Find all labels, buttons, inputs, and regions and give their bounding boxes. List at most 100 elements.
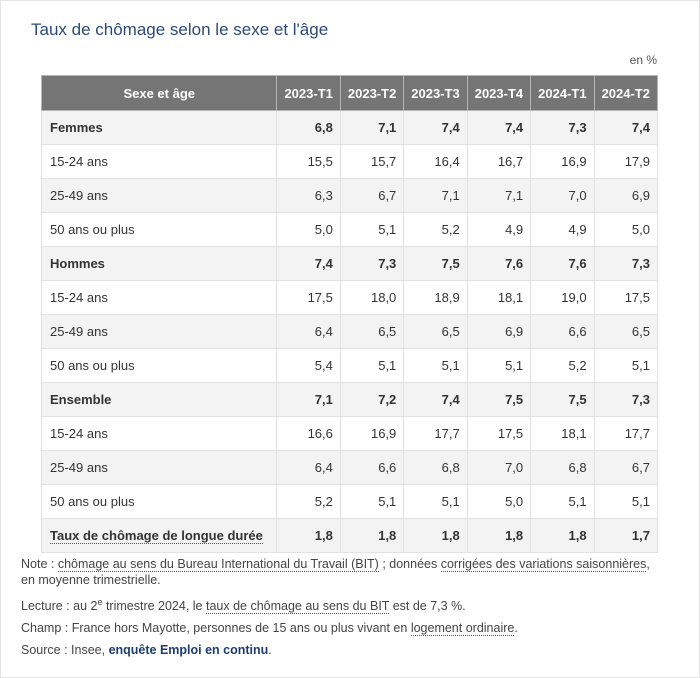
table-cell: 5,0 bbox=[466, 484, 532, 519]
table-cell: 5,2 bbox=[530, 348, 595, 383]
table-cell: 5,1 bbox=[593, 348, 659, 383]
table-row: 25-49 ans 6,4 6,5 6,5 6,9 6,6 6,5 bbox=[40, 314, 659, 349]
header-period: 2024-T1 bbox=[530, 75, 595, 111]
note-mid: ; données bbox=[378, 557, 441, 571]
data-table: Sexe et âge 2023-T1 2023-T2 2023-T3 2023-T4 2… bbox=[40, 75, 659, 553]
table-cell: 5,1 bbox=[403, 348, 468, 383]
table-cell: 16,9 bbox=[339, 416, 405, 451]
table-cell: 1,8 bbox=[466, 518, 532, 553]
note-suffix: , en moyenne trimestrielle. bbox=[21, 557, 650, 587]
table-row: Taux de chômage de longue durée 1,8 1,8 1,8… bbox=[40, 518, 659, 553]
table-cell: 17,5 bbox=[466, 416, 532, 451]
table-cell: 7,4 bbox=[276, 246, 341, 281]
table-cell: 1,8 bbox=[530, 518, 595, 553]
row-label-text: Ensemble bbox=[50, 392, 112, 407]
table-cell: 17,5 bbox=[276, 280, 341, 315]
note-line: Note : chômage au sens du Bureau Interna… bbox=[21, 556, 661, 588]
table-cell: 6,4 bbox=[276, 314, 341, 349]
notes: Note : chômage au sens du Bureau Interna… bbox=[21, 556, 661, 664]
row-label: 50 ans ou plus bbox=[40, 348, 278, 383]
table-cell: 6,8 bbox=[403, 450, 468, 485]
champ-suffix: . bbox=[514, 621, 518, 636]
table-cell: 6,6 bbox=[339, 450, 405, 485]
long-term-unemployment-link[interactable]: Taux de chômage de longue durée bbox=[50, 528, 263, 544]
header-period: 2024-T2 bbox=[593, 75, 659, 111]
table-cell: 4,9 bbox=[530, 212, 595, 247]
table-header-row: Sexe et âge 2023-T1 2023-T2 2023-T3 2023-T4 2… bbox=[40, 75, 659, 111]
row-label-text: 15-24 ans bbox=[50, 154, 108, 169]
table-cell: 6,5 bbox=[593, 314, 659, 349]
row-label: Ensemble bbox=[40, 382, 278, 417]
note-prefix: Note : bbox=[21, 557, 58, 571]
table-cell: 17,7 bbox=[593, 416, 659, 451]
table-row: 15-24 ans 16,6 16,9 17,7 17,5 18,1 17,7 bbox=[40, 416, 659, 451]
table-cell: 1,7 bbox=[593, 518, 659, 553]
table-cell: 7,1 bbox=[276, 382, 341, 417]
table-cell: 6,5 bbox=[339, 314, 405, 349]
table-cell: 7,3 bbox=[593, 382, 659, 417]
table-cell: 7,1 bbox=[403, 178, 468, 213]
table-row: 50 ans ou plus 5,2 5,1 5,1 5,0 5,1 5,1 bbox=[40, 484, 659, 519]
table-row: 15-24 ans 17,5 18,0 18,9 18,1 19,0 17,5 bbox=[40, 280, 659, 315]
table-cell: 18,0 bbox=[339, 280, 405, 315]
lecture-sup: e bbox=[97, 597, 103, 607]
table-cell: 7,1 bbox=[466, 178, 532, 213]
table-row: 15-24 ans 15,5 15,7 16,4 16,7 16,9 17,9 bbox=[40, 144, 659, 179]
table-cell: 7,0 bbox=[466, 450, 532, 485]
cvs-definition-link[interactable]: corrigées des variations saisonnières bbox=[440, 557, 647, 572]
row-label: 15-24 ans bbox=[40, 144, 278, 179]
row-label-text: Hommes bbox=[50, 256, 105, 271]
source-suffix: . bbox=[268, 643, 272, 658]
row-label: 25-49 ans bbox=[40, 178, 278, 213]
lecture-line: Lecture : au 2e trimestre 2024, le taux … bbox=[21, 594, 661, 615]
row-label-text: 50 ans ou plus bbox=[50, 494, 135, 509]
row-label: Hommes bbox=[40, 246, 278, 281]
row-label-text: 25-49 ans bbox=[50, 188, 108, 203]
table-cell: 17,5 bbox=[593, 280, 659, 315]
table-row: 25-49 ans 6,4 6,6 6,8 7,0 6,8 6,7 bbox=[40, 450, 659, 485]
unit-label: en % bbox=[629, 53, 657, 67]
table-cell: 5,1 bbox=[593, 484, 659, 519]
header-period: 2023-T2 bbox=[339, 75, 405, 111]
row-label[interactable]: Taux de chômage de longue durée bbox=[40, 518, 278, 553]
table-cell: 6,9 bbox=[466, 314, 532, 349]
table-cell: 7,6 bbox=[466, 246, 532, 281]
table-cell: 6,7 bbox=[593, 450, 659, 485]
table-cell: 15,7 bbox=[339, 144, 405, 179]
bit-rate-link[interactable]: taux de chômage au sens du BIT bbox=[205, 599, 390, 615]
table-cell: 7,4 bbox=[593, 110, 659, 145]
source-link[interactable]: enquête Emploi en continu bbox=[108, 643, 269, 658]
row-label-text: 15-24 ans bbox=[50, 290, 108, 305]
table-cell: 1,8 bbox=[403, 518, 468, 553]
table-cell: 7,4 bbox=[403, 382, 468, 417]
lecture-prefix: Lecture : au 2 bbox=[21, 599, 98, 614]
logement-ordinaire-link[interactable]: logement ordinaire bbox=[410, 621, 515, 637]
table-cell: 5,1 bbox=[466, 348, 532, 383]
table-cell: 5,4 bbox=[276, 348, 341, 383]
table-cell: 7,4 bbox=[403, 110, 468, 145]
table-row: 50 ans ou plus 5,0 5,1 5,2 4,9 4,9 5,0 bbox=[40, 212, 659, 247]
row-label-text: 25-49 ans bbox=[50, 324, 108, 339]
table-row: Femmes 6,8 7,1 7,4 7,4 7,3 7,4 bbox=[40, 110, 659, 145]
table-cell: 5,2 bbox=[276, 484, 341, 519]
table-cell: 5,1 bbox=[339, 212, 405, 247]
header-period: 2023-T1 bbox=[276, 75, 341, 111]
table-cell: 7,5 bbox=[403, 246, 468, 281]
table-cell: 15,5 bbox=[276, 144, 341, 179]
page-title: Taux de chômage selon le sexe et l'âge bbox=[31, 20, 329, 39]
table-cell: 16,4 bbox=[403, 144, 468, 179]
row-label: 15-24 ans bbox=[40, 416, 278, 451]
row-label-text: Femmes bbox=[50, 120, 103, 135]
bit-definition-link[interactable]: chômage au sens du Bureau International … bbox=[57, 557, 379, 572]
table-cell: 6,7 bbox=[339, 178, 405, 213]
table-cell: 6,6 bbox=[530, 314, 595, 349]
table-cell: 17,7 bbox=[403, 416, 468, 451]
table-cell: 7,1 bbox=[339, 110, 405, 145]
table-cell: 7,3 bbox=[339, 246, 405, 281]
table-cell: 5,1 bbox=[403, 484, 468, 519]
table-cell: 5,0 bbox=[276, 212, 341, 247]
row-label-text: 25-49 ans bbox=[50, 460, 108, 475]
table-cell: 17,9 bbox=[593, 144, 659, 179]
table-cell: 1,8 bbox=[276, 518, 341, 553]
